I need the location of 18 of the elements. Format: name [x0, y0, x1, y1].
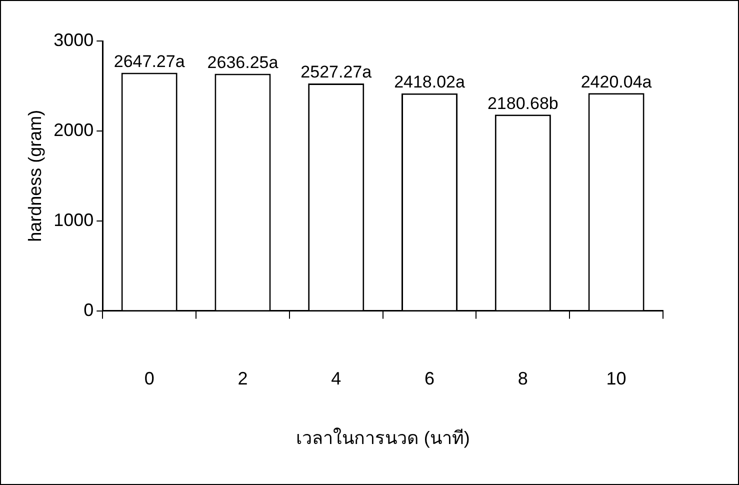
y-axis-title: hardness (gram)	[24, 110, 45, 242]
y-tick-label: 2000	[54, 120, 94, 140]
y-tick-label: 1000	[54, 210, 94, 230]
x-axis-title: เวลาในการนวด (นาที)	[296, 427, 470, 448]
data-label: 2418.02a	[394, 72, 466, 92]
x-tick-label: 8	[518, 368, 528, 389]
x-tick-label: 2	[238, 368, 248, 389]
y-tick-label: 3000	[54, 30, 94, 50]
x-tick-label: 10	[606, 368, 626, 389]
x-tick-label: 6	[424, 368, 435, 389]
x-tick-label: 4	[331, 368, 342, 389]
data-label: 2527.27a	[300, 62, 372, 82]
data-label: 2180.68b	[487, 94, 558, 113]
data-label: 2420.04a	[580, 72, 652, 92]
data-label: 2636.25a	[207, 52, 279, 72]
y-tick-label: 0	[84, 300, 94, 320]
data-label: 2647.27a	[114, 52, 186, 71]
x-tick-label: 0	[144, 368, 154, 389]
